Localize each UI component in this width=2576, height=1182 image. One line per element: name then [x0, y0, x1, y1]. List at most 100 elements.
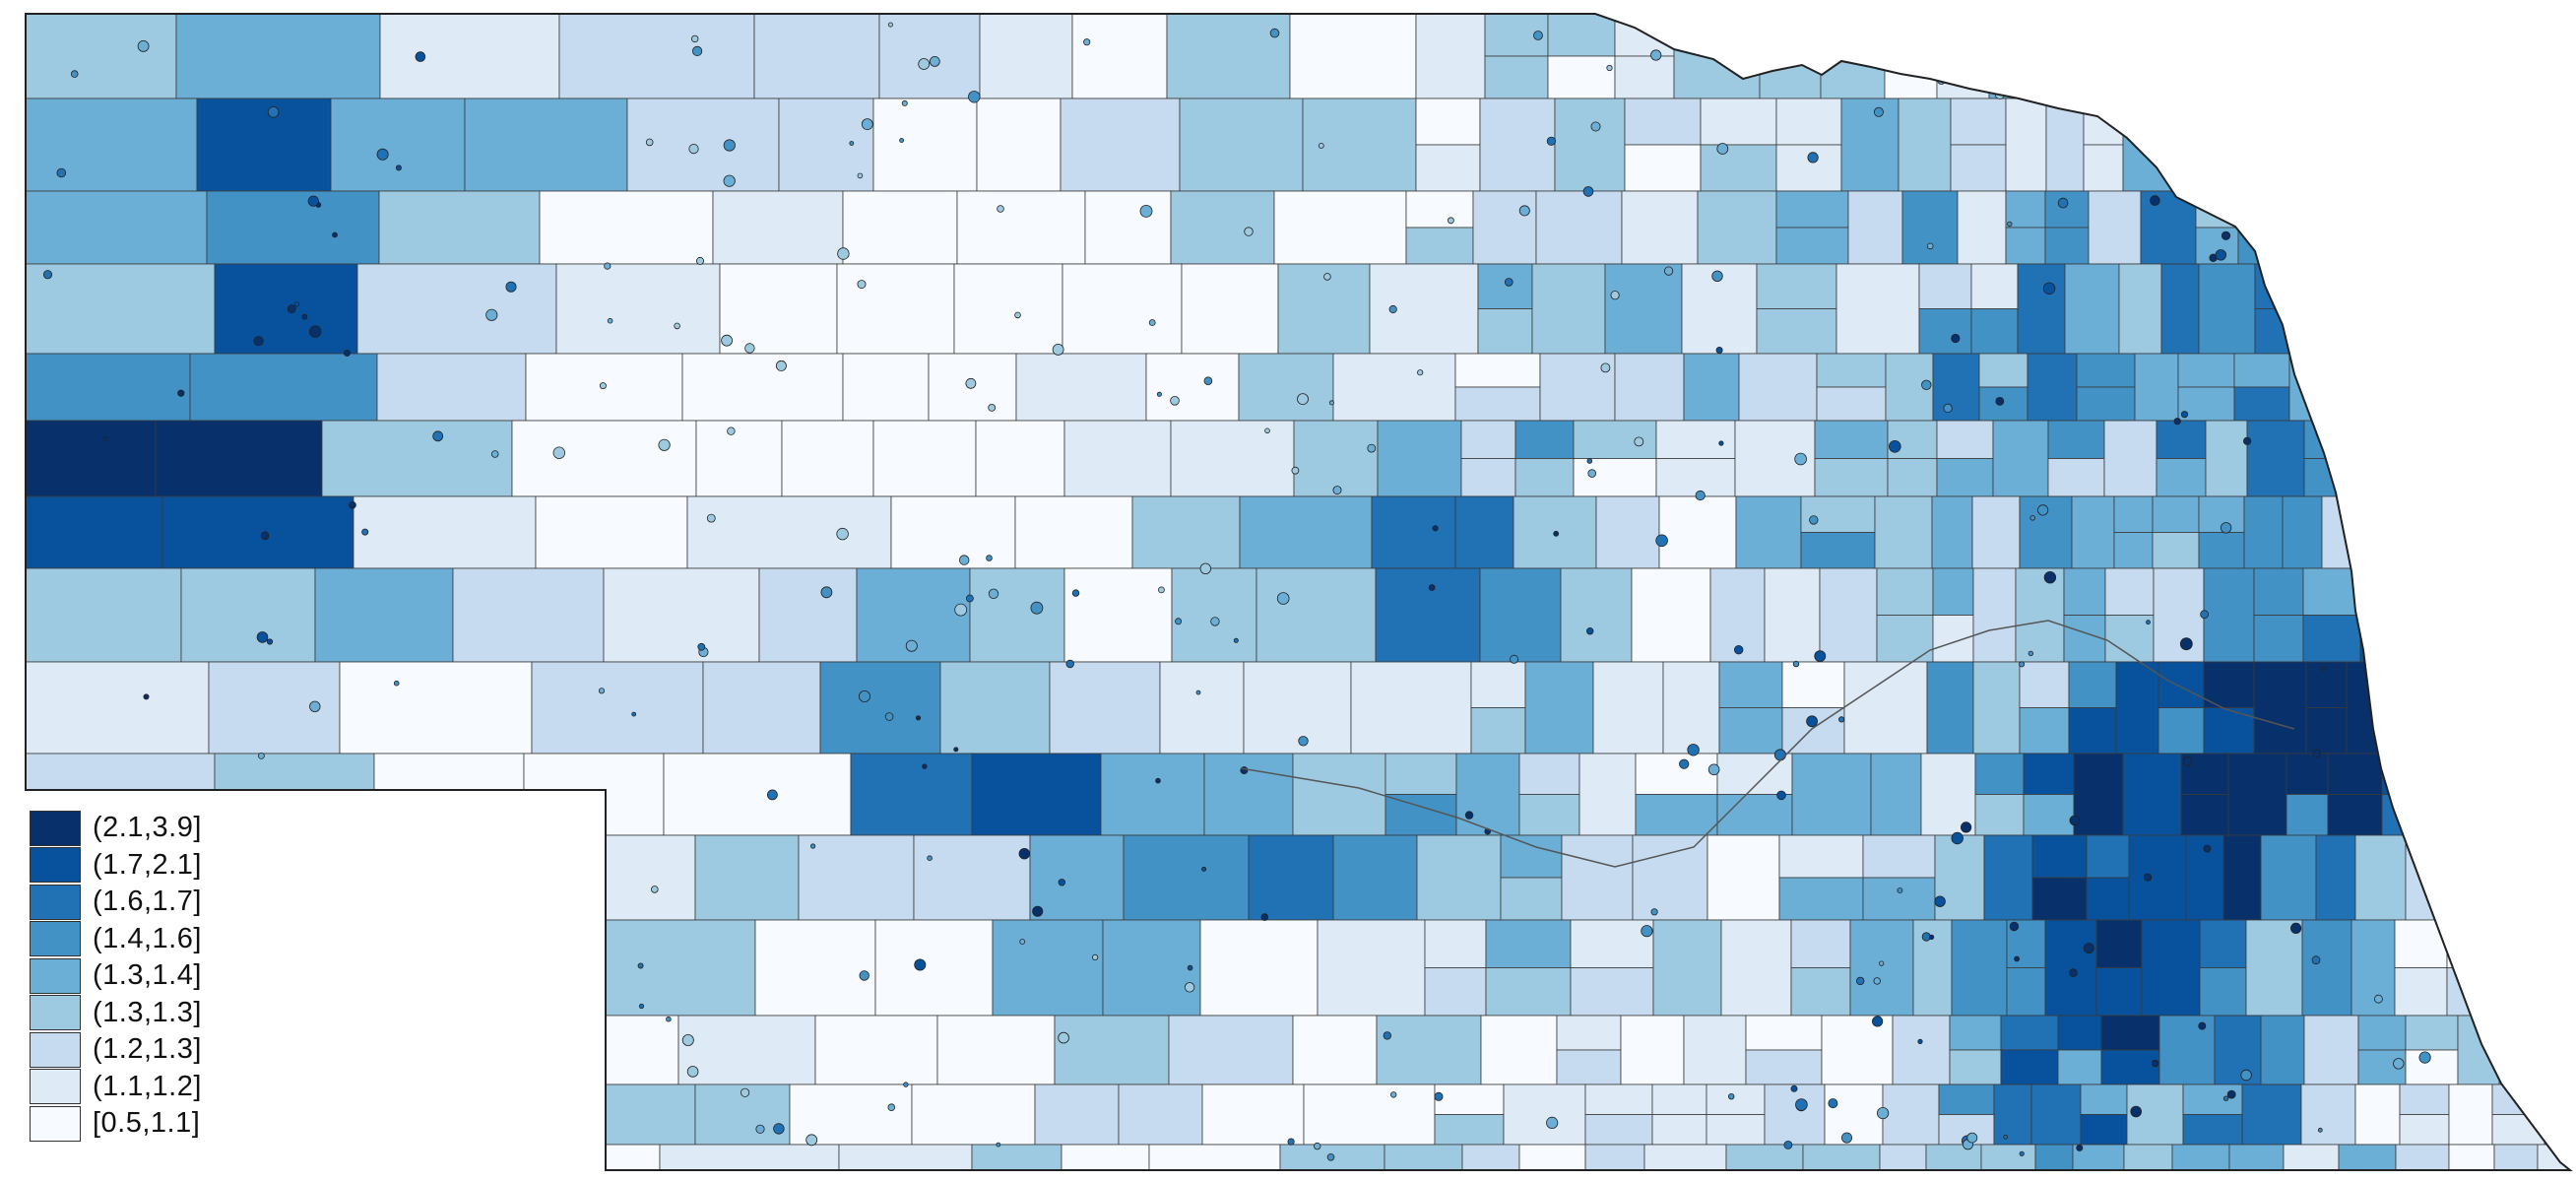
map-region [26, 420, 157, 497]
town-dot [953, 747, 959, 753]
town-dot [959, 555, 970, 565]
map-region [2399, 1114, 2450, 1146]
town-dot [1388, 304, 1397, 314]
map-region [1651, 1084, 1707, 1115]
town-dot [706, 513, 716, 523]
legend-item: (1.3,1.4] [30, 957, 202, 995]
map-region [356, 263, 557, 355]
town-dot [2069, 968, 2078, 977]
map-region [2152, 495, 2200, 533]
map-region [523, 753, 665, 836]
town-dot [1170, 395, 1180, 406]
town-dot [2019, 661, 2026, 668]
map-region [2332, 353, 2392, 388]
town-dot [696, 256, 705, 265]
map-region [677, 1015, 816, 1085]
town-dot [1897, 887, 1903, 893]
map-region [1460, 420, 1516, 459]
map-region [2354, 1084, 2401, 1146]
map-region [1932, 567, 1974, 616]
town-dot [1872, 1016, 1884, 1027]
town-dot [2418, 1051, 2431, 1064]
map-region [2156, 458, 2207, 497]
map-region [1970, 263, 2019, 309]
town-dot [1383, 1031, 1391, 1040]
map-region [1014, 495, 1133, 569]
town-dot [1943, 403, 1953, 413]
town-dot [805, 1134, 818, 1147]
map-region [1697, 190, 1777, 265]
map-region [1405, 190, 1474, 229]
map-region [2300, 1084, 2356, 1146]
map-region [206, 190, 380, 265]
map-region [1931, 495, 1973, 569]
map-region [2083, 144, 2124, 192]
map-region [2504, 919, 2546, 968]
legend-label: (2.1,3.9] [93, 812, 202, 844]
map-region [321, 420, 513, 497]
map-region [2302, 567, 2361, 616]
town-dot [2258, 165, 2271, 178]
town-dot [1030, 601, 1044, 615]
map-region [2153, 567, 2205, 663]
map-region [2432, 753, 2474, 836]
map-region [1485, 967, 1572, 1017]
town-dot [2179, 637, 2193, 651]
town-dot [2220, 522, 2232, 534]
map-region [1375, 567, 1481, 663]
town-dot [1546, 136, 1557, 146]
legend-swatch [30, 810, 81, 846]
town-dot [1590, 121, 1601, 132]
map-region [2031, 877, 2088, 921]
town-dot [2198, 1021, 2207, 1030]
town-dot [2494, 114, 2500, 120]
map-region [2031, 834, 2088, 879]
map-region [694, 834, 800, 921]
map-region [26, 263, 216, 355]
map-region [1584, 1084, 1653, 1115]
map-region [2180, 794, 2229, 836]
town-dot [177, 389, 185, 397]
town-dot [966, 594, 974, 603]
map-region [712, 190, 844, 265]
town-dot [755, 1124, 765, 1134]
map-region [2245, 919, 2303, 1017]
map-region [2522, 753, 2563, 795]
map-region [1635, 794, 1718, 836]
town-dot [1417, 369, 1424, 376]
map-region [26, 14, 177, 99]
map-region [2253, 661, 2307, 755]
legend-swatch [30, 957, 81, 994]
town-dot [1727, 1092, 1735, 1100]
map-region [2533, 495, 2570, 569]
town-dot [1546, 1116, 1559, 1130]
map-region [890, 495, 1016, 569]
town-dot [2173, 418, 2181, 426]
map-region [1479, 567, 1562, 663]
map-region [376, 353, 527, 422]
map-region [26, 1144, 184, 1170]
town-dot [2321, 666, 2327, 672]
map-region [2260, 834, 2317, 921]
map-region [1485, 919, 1572, 968]
town-dot [887, 1103, 896, 1111]
map-region [464, 98, 628, 192]
legend-item: (1.4,1.6] [30, 921, 202, 958]
town-dot [914, 958, 927, 971]
town-dot [2312, 749, 2321, 758]
town-dot [1326, 1153, 1335, 1161]
legend-swatch [30, 1069, 81, 1105]
map-region [1332, 353, 1456, 422]
town-dot [1244, 227, 1254, 236]
map-region [1932, 353, 1980, 422]
map-region [1560, 567, 1633, 663]
map-region [1972, 661, 2021, 755]
town-dot [604, 262, 612, 270]
map-region [1655, 420, 1736, 459]
town-dot [857, 172, 864, 179]
map-region [2395, 1144, 2450, 1170]
town-dot [637, 962, 644, 969]
map-region [1303, 1084, 1436, 1146]
town-dot [631, 711, 637, 717]
map-region [2073, 753, 2124, 836]
